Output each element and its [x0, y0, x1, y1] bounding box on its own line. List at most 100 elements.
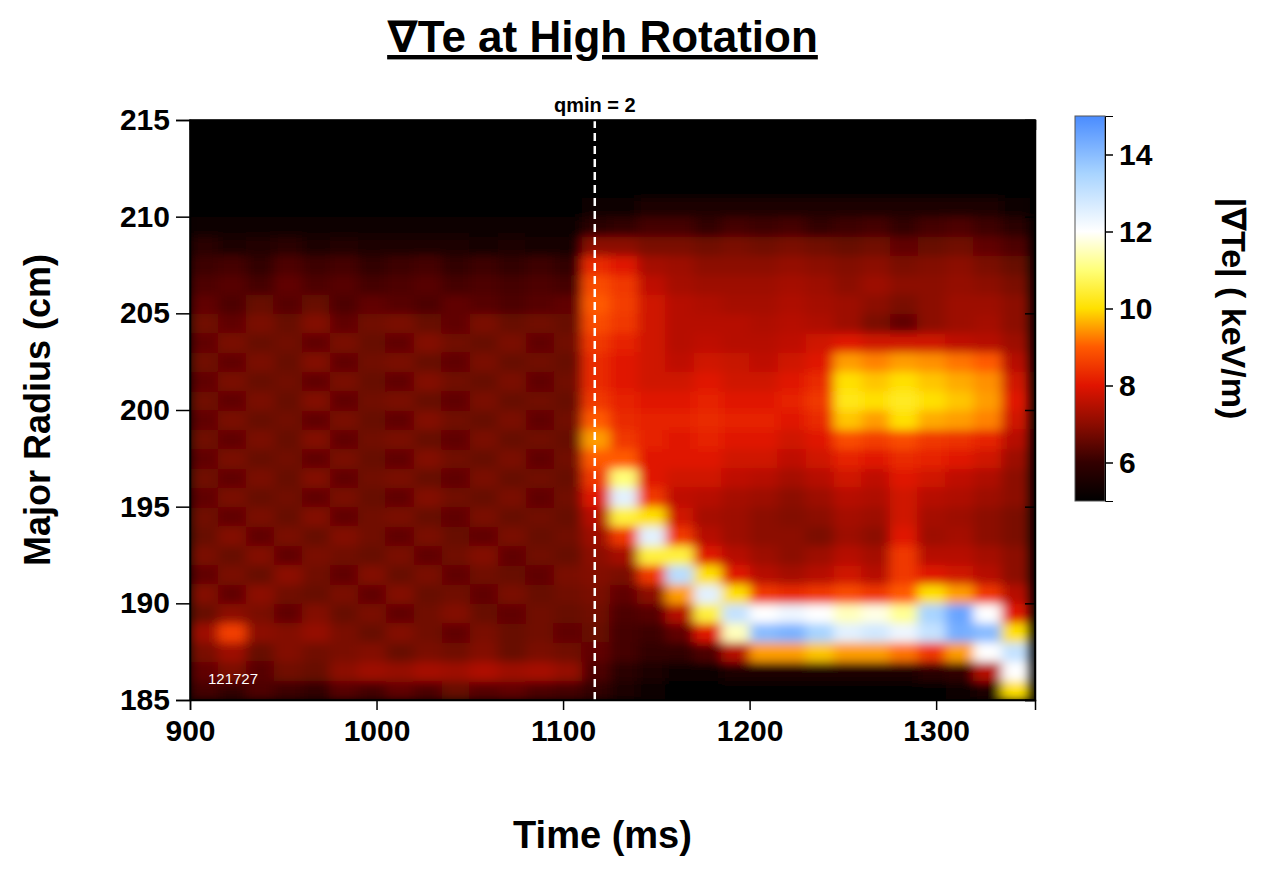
heatmap: [190, 120, 1030, 700]
heatmap-cell: [414, 139, 443, 159]
heatmap-cell: [190, 623, 219, 643]
heatmap-cell: [917, 352, 946, 372]
heatmap-cell: [722, 294, 751, 314]
heatmap-cell: [610, 526, 639, 546]
heatmap-cell: [386, 565, 415, 585]
heatmap-cell: [386, 197, 415, 217]
heatmap-cell: [862, 681, 891, 700]
heatmap-cell: [442, 139, 471, 159]
heatmap-cell: [945, 681, 974, 700]
heatmap-cell: [358, 178, 387, 198]
heatmap-cell: [274, 217, 303, 237]
heatmap-cell: [973, 565, 1002, 585]
heatmap-cell: [945, 487, 974, 507]
heatmap-cell: [414, 313, 443, 333]
heatmap-cell: [442, 487, 471, 507]
heatmap-cell: [666, 294, 695, 314]
heatmap-cell: [386, 236, 415, 256]
heatmap-cell: [274, 333, 303, 353]
heatmap-cell: [806, 275, 835, 295]
heatmap-cell: [246, 507, 275, 527]
heatmap-cell: [218, 429, 247, 449]
heatmap-cell: [358, 294, 387, 314]
y-axis-right: [1025, 121, 1036, 701]
tick: 205: [120, 296, 190, 329]
heatmap-cell: [917, 236, 946, 256]
heatmap-cell: [554, 197, 583, 217]
heatmap-cell: [834, 197, 863, 217]
heatmap-cell: [302, 603, 331, 623]
heatmap-cell: [498, 197, 527, 217]
heatmap-cell: [190, 255, 219, 275]
heatmap-cell: [498, 526, 527, 546]
heatmap-cell: [1001, 120, 1030, 140]
heatmap-cell: [1001, 236, 1030, 256]
heatmap-cell: [246, 545, 275, 565]
heatmap-cell: [834, 391, 863, 411]
heatmap-cell: [834, 429, 863, 449]
heatmap-cell: [442, 429, 471, 449]
heatmap-cell: [246, 275, 275, 295]
heatmap-cell: [218, 352, 247, 372]
heatmap-cell: [274, 487, 303, 507]
heatmap-cell: [330, 410, 359, 430]
heatmap-cell: [526, 468, 555, 488]
heatmap-cell: [358, 468, 387, 488]
heatmap-cell: [806, 487, 835, 507]
tick-mark: [1105, 462, 1113, 464]
heatmap-cell: [470, 139, 499, 159]
heatmap-cell: [778, 352, 807, 372]
heatmap-cell: [554, 294, 583, 314]
heatmap-cell: [246, 603, 275, 623]
heatmap-cell: [778, 468, 807, 488]
heatmap-cell: [722, 139, 751, 159]
heatmap-cell: [414, 565, 443, 585]
heatmap-cell: [386, 487, 415, 507]
heatmap-cell: [638, 371, 667, 391]
heatmap-cell: [386, 642, 415, 662]
heatmap-cell: [694, 275, 723, 295]
heatmap-cell: [1001, 623, 1030, 643]
heatmap-cell: [694, 487, 723, 507]
heatmap-cell: [666, 120, 695, 140]
heatmap-cell: [694, 159, 723, 179]
heatmap-cell: [218, 275, 247, 295]
heatmap-cell: [246, 623, 275, 643]
heatmap-cell: [945, 120, 974, 140]
heatmap-cell: [890, 487, 919, 507]
colorbar-axis: 68101214: [1105, 117, 1153, 502]
heatmap-cell: [973, 603, 1002, 623]
heatmap-cell: [722, 313, 751, 333]
heatmap-cell: [498, 236, 527, 256]
heatmap-cell: [218, 449, 247, 469]
heatmap-cell: [470, 603, 499, 623]
heatmap-cell: [638, 236, 667, 256]
heatmap-cell: [862, 313, 891, 333]
heatmap-cell: [470, 661, 499, 681]
heatmap-cell: [330, 468, 359, 488]
heatmap-cell: [722, 333, 751, 353]
heatmap-cell: [554, 178, 583, 198]
heatmap-cell: [862, 120, 891, 140]
heatmap-cell: [470, 681, 499, 700]
heatmap-cell: [414, 623, 443, 643]
heatmap-cell: [274, 313, 303, 333]
heatmap-cell: [945, 197, 974, 217]
x-axis-title: Time (ms): [513, 814, 692, 856]
heatmap-cell: [973, 371, 1002, 391]
heatmap-cell: [638, 159, 667, 179]
heatmap-cell: [890, 545, 919, 565]
heatmap-cell: [190, 178, 219, 198]
heatmap-cell: [834, 545, 863, 565]
tick-mark: [190, 700, 192, 710]
heatmap-cell: [610, 487, 639, 507]
heatmap-cell: [1001, 661, 1030, 681]
heatmap-cell: [442, 410, 471, 430]
heatmap-cell: [498, 178, 527, 198]
tick: 190: [120, 586, 190, 619]
heatmap-cell: [694, 352, 723, 372]
heatmap-cell: [666, 139, 695, 159]
heatmap-cell: [750, 217, 779, 237]
tick-label: 210: [120, 200, 170, 233]
heatmap-cell: [890, 236, 919, 256]
